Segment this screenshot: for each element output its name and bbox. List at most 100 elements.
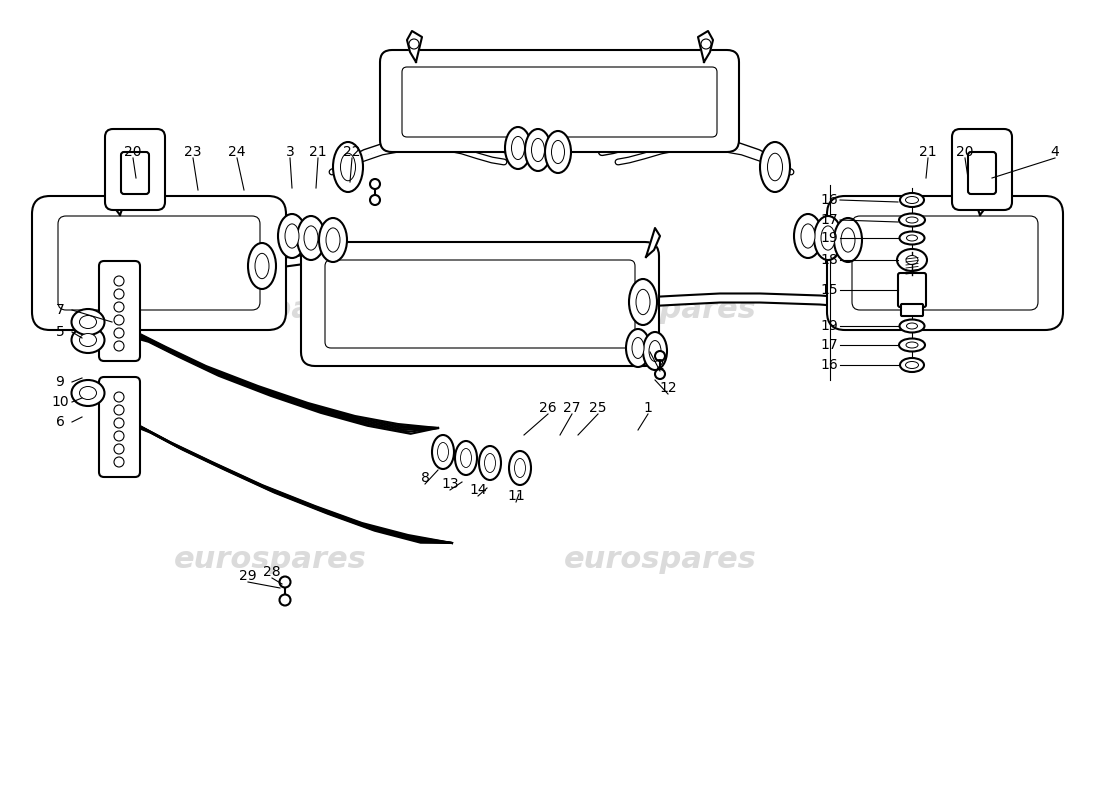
Polygon shape [698,31,713,62]
FancyBboxPatch shape [827,196,1063,330]
Circle shape [114,457,124,467]
FancyBboxPatch shape [379,50,739,152]
Ellipse shape [255,254,270,278]
Polygon shape [646,228,660,257]
Ellipse shape [438,442,449,462]
Ellipse shape [834,218,862,262]
Ellipse shape [72,309,104,335]
FancyBboxPatch shape [324,260,635,348]
Ellipse shape [455,441,477,475]
Polygon shape [972,187,989,215]
FancyBboxPatch shape [301,242,659,366]
Circle shape [654,351,666,361]
Ellipse shape [801,224,815,248]
FancyBboxPatch shape [898,273,926,307]
Ellipse shape [319,218,346,262]
Text: 6: 6 [56,415,65,429]
Ellipse shape [79,315,97,329]
Ellipse shape [900,319,924,333]
Circle shape [701,39,711,49]
Ellipse shape [461,449,472,467]
Ellipse shape [326,228,340,252]
Circle shape [409,39,419,49]
FancyBboxPatch shape [402,67,717,137]
Circle shape [279,594,290,606]
FancyBboxPatch shape [104,129,165,210]
Ellipse shape [899,214,925,226]
Circle shape [279,577,290,587]
Text: 22: 22 [343,145,361,159]
Text: 11: 11 [507,489,525,503]
Text: 13: 13 [441,477,459,491]
Circle shape [114,418,124,428]
Ellipse shape [544,131,571,173]
Text: 3: 3 [286,145,295,159]
Circle shape [114,289,124,299]
Ellipse shape [905,362,918,369]
Ellipse shape [505,127,531,169]
Ellipse shape [509,451,531,485]
Circle shape [114,341,124,351]
FancyBboxPatch shape [99,261,140,361]
Text: 23: 23 [185,145,201,159]
Ellipse shape [842,228,855,252]
Text: 20: 20 [956,145,974,159]
Circle shape [654,369,666,379]
Text: eurospares: eurospares [563,295,757,325]
Text: 26: 26 [539,401,557,415]
Circle shape [370,179,379,189]
Text: 16: 16 [821,358,838,372]
Ellipse shape [905,197,918,203]
Circle shape [114,328,124,338]
Ellipse shape [333,142,363,192]
Text: 8: 8 [420,471,429,485]
Text: 17: 17 [821,338,838,352]
FancyBboxPatch shape [32,196,286,330]
Text: 16: 16 [821,193,838,207]
Ellipse shape [79,386,97,399]
Text: 25: 25 [590,401,607,415]
Ellipse shape [632,338,644,358]
Ellipse shape [629,279,657,325]
Text: 7: 7 [56,303,65,317]
Ellipse shape [906,323,917,329]
Text: 27: 27 [563,401,581,415]
Ellipse shape [72,380,104,406]
Ellipse shape [896,249,927,271]
Ellipse shape [304,226,318,250]
Polygon shape [407,31,422,62]
Circle shape [114,315,124,325]
Ellipse shape [531,138,544,162]
Ellipse shape [649,341,661,362]
Text: 21: 21 [309,145,327,159]
Ellipse shape [285,224,299,248]
Circle shape [114,444,124,454]
Ellipse shape [794,214,822,258]
Ellipse shape [626,329,650,367]
FancyBboxPatch shape [852,216,1038,310]
Ellipse shape [297,216,324,260]
Ellipse shape [79,334,97,346]
Ellipse shape [900,358,924,372]
Text: 29: 29 [239,569,256,583]
Text: eurospares: eurospares [174,295,366,325]
Text: 19: 19 [821,319,838,333]
Circle shape [114,302,124,312]
Text: 20: 20 [124,145,142,159]
Circle shape [114,405,124,415]
Text: 4: 4 [1050,145,1059,159]
Text: eurospares: eurospares [174,546,366,574]
Text: eurospares: eurospares [563,546,757,574]
Ellipse shape [906,342,918,348]
Ellipse shape [814,216,842,260]
FancyBboxPatch shape [121,152,148,194]
Text: 15: 15 [821,283,838,297]
FancyBboxPatch shape [968,152,996,194]
Circle shape [370,195,379,205]
Text: 14: 14 [470,483,487,497]
Text: 5: 5 [56,325,65,339]
Ellipse shape [760,142,790,192]
Ellipse shape [900,193,924,207]
FancyBboxPatch shape [58,216,260,310]
Ellipse shape [644,332,667,370]
